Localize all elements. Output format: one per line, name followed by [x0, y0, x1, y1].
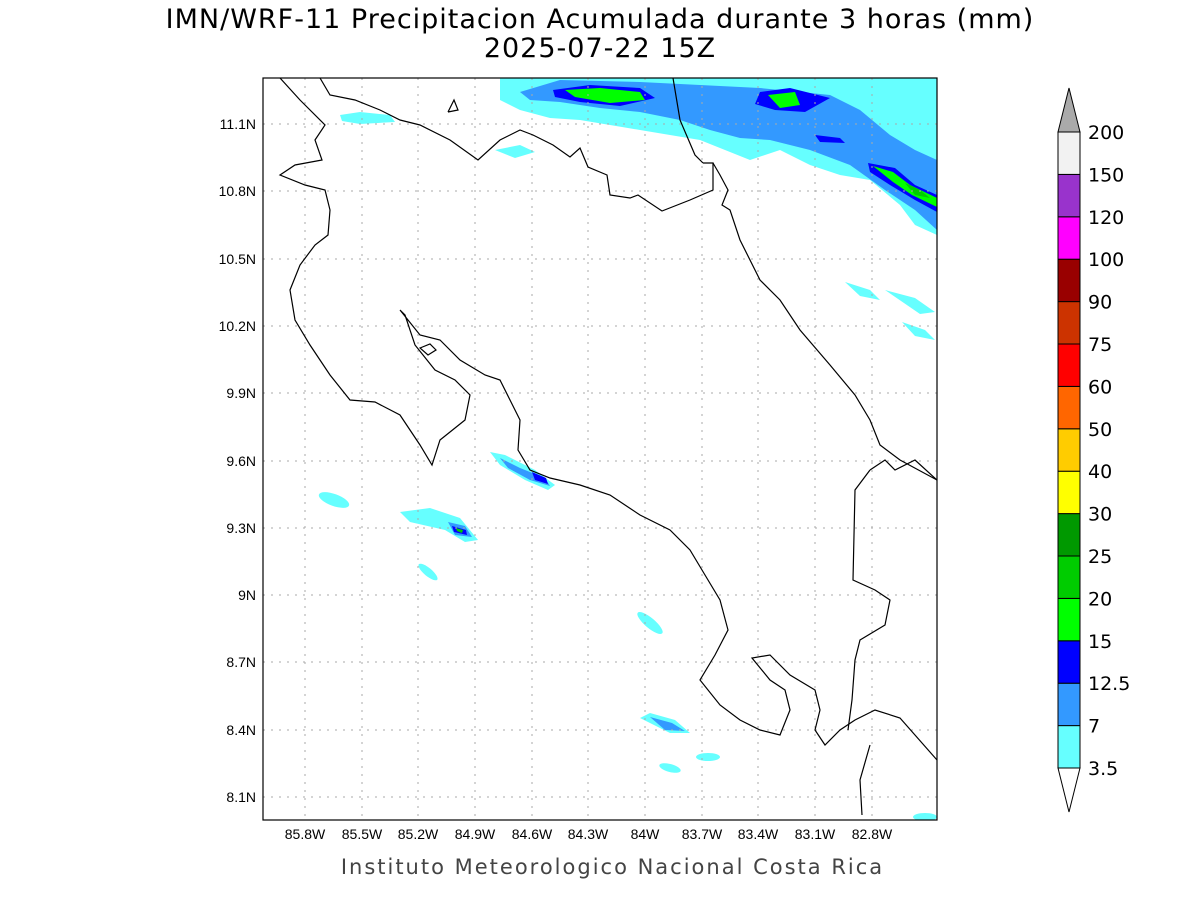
precip-7	[650, 717, 685, 731]
lat-label: 11.1N	[220, 116, 256, 132]
colorbar-swatch	[1057, 131, 1081, 175]
precip-3.5	[400, 508, 478, 542]
colorbar-label: 25	[1088, 546, 1112, 568]
coastlines	[278, 78, 937, 816]
precip-3.5	[845, 282, 880, 300]
lat-label: 10.2N	[219, 318, 256, 334]
precip-7	[520, 80, 937, 230]
colorbar-label: 3.5	[1088, 758, 1118, 780]
precip-12.5	[532, 472, 548, 484]
lat-label: 10.8N	[219, 183, 256, 199]
precip-3.5	[495, 145, 535, 158]
colorbar-label: 20	[1088, 588, 1112, 610]
colorbar-label: 12.5	[1088, 673, 1130, 695]
caribbean-coast	[712, 162, 937, 481]
precip-20	[456, 528, 463, 533]
precip-fields	[318, 78, 937, 820]
lon-label: 84W	[631, 826, 661, 842]
lon-label: 85.2W	[398, 826, 439, 842]
lon-label: 83.4W	[738, 826, 779, 842]
panama-border-south	[847, 469, 891, 731]
panama-border	[869, 459, 937, 481]
colorbar-swatch	[1057, 555, 1081, 599]
colorbar-label: 150	[1088, 164, 1124, 186]
precip-15	[565, 88, 645, 103]
lat-label: 9.6N	[226, 453, 256, 469]
footer-credit: Instituto Meteorologico Nacional Costa R…	[340, 855, 885, 879]
colorbar-swatch	[1057, 513, 1081, 557]
pacific-coast-south	[859, 744, 871, 816]
colorbar-label: 120	[1088, 207, 1124, 229]
lon-axis: 85.8W 85.5W 85.2W 84.9W 84.6W 84.3W 84W …	[285, 826, 893, 842]
colorbar-swatch	[1057, 597, 1081, 642]
precip-3.5	[696, 753, 720, 761]
colorbar-label: 50	[1088, 419, 1112, 441]
colorbar-swatch	[1057, 173, 1081, 218]
colorbar-label: 200	[1088, 122, 1124, 144]
graticule	[263, 78, 937, 820]
colorbar-swatch	[1057, 258, 1081, 303]
lat-label: 8.4N	[226, 722, 256, 738]
colorbar-swatch	[1057, 428, 1081, 472]
precip-20	[905, 183, 930, 198]
lon-label: 84.6W	[512, 826, 553, 842]
colorbar-swatch	[1057, 725, 1081, 769]
precip-3.5	[340, 112, 395, 124]
colorbar-label: 75	[1088, 334, 1112, 356]
lon-label: 84.9W	[455, 826, 496, 842]
precip-3.5	[902, 322, 935, 340]
colorbar-label: 7	[1088, 716, 1100, 738]
precip-3.5	[637, 612, 663, 634]
lon-label: 83.1W	[795, 826, 836, 842]
lat-label: 9N	[238, 587, 256, 603]
map-frame	[262, 77, 938, 821]
colorbar-label: 40	[1088, 461, 1112, 483]
lon-label: 85.5W	[342, 826, 383, 842]
colorbar-swatch	[1057, 470, 1081, 515]
lat-label: 8.7N	[226, 654, 256, 670]
river-border	[672, 78, 704, 164]
nicaragua-border	[319, 78, 714, 212]
lat-label: 9.3N	[226, 520, 256, 536]
colorbar-swatch	[1057, 301, 1081, 345]
lon-label: 83.7W	[682, 826, 723, 842]
precip-3.5	[659, 763, 681, 773]
lon-label: 84.3W	[568, 826, 609, 842]
colorbar-swatch	[1057, 343, 1081, 387]
colorbar-swatch	[1057, 385, 1081, 430]
precip-3.5	[418, 563, 438, 581]
precip-3.5	[913, 813, 937, 820]
precip-3.5	[318, 492, 350, 508]
precip-3.5	[885, 290, 935, 314]
lon-label: 82.8W	[852, 826, 893, 842]
map-title: IMN/WRF-11 Precipitacion Acumulada duran…	[165, 4, 1035, 35]
colorbar-label: 90	[1088, 292, 1112, 314]
lat-label: 9.9N	[226, 385, 256, 401]
island	[418, 343, 437, 356]
colorbar-over-arrow	[1057, 87, 1081, 133]
colorbar-label: 100	[1088, 249, 1124, 271]
colorbar-swatch	[1057, 216, 1081, 260]
lat-label: 8.1N	[226, 789, 256, 805]
colorbar-label: 15	[1088, 631, 1112, 653]
lat-label: 10.5N	[219, 251, 256, 267]
lat-axis: 11.1N 10.8N 10.5N 10.2N 9.9N 9.6N 9.3N 9…	[219, 116, 256, 805]
colorbar-label: 60	[1088, 376, 1112, 398]
colorbar: 3.5 7 12.5 15 20 25 30 40 50 60 75 90 100 120 150 200	[1057, 87, 1130, 813]
precip-15	[873, 166, 937, 207]
precip-15	[768, 92, 800, 108]
colorbar-swatch	[1057, 682, 1081, 727]
colorbar-label: 30	[1088, 504, 1112, 526]
lon-label: 85.8W	[285, 826, 326, 842]
pacific-coast	[278, 78, 937, 761]
map-subtitle: 2025-07-22 15Z	[483, 33, 717, 64]
colorbar-swatch	[1057, 640, 1081, 684]
colorbar-under-arrow	[1057, 767, 1081, 813]
lake	[447, 98, 459, 113]
precip-12.5	[815, 135, 845, 143]
